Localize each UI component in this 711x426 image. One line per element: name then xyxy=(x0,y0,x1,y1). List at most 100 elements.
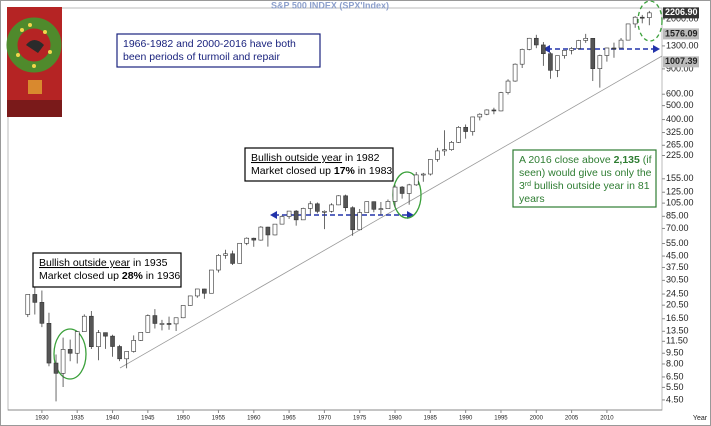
candle-body xyxy=(265,226,271,236)
x-tick-label: 1935 xyxy=(71,416,85,422)
y-tick-label: 13.50 xyxy=(666,326,689,336)
price-label-box xyxy=(663,28,699,40)
candle-body xyxy=(286,210,292,217)
candle-body xyxy=(639,16,645,19)
candle-body xyxy=(96,332,101,347)
annotation-segment: been periods of turmoil and repair xyxy=(123,51,281,63)
candle-body xyxy=(202,288,207,294)
y-tick-label: 11.50 xyxy=(666,336,688,346)
y-tick-label: 55.00 xyxy=(666,238,689,248)
annotation-segment: Bullish outside year xyxy=(39,257,131,269)
candle-body xyxy=(244,237,250,244)
candle-body xyxy=(46,323,52,364)
candle-body xyxy=(173,317,179,325)
y-tick-label: 265.00 xyxy=(666,140,694,150)
candle-body xyxy=(32,294,38,303)
candle-body xyxy=(519,49,525,65)
candle-body xyxy=(124,351,129,360)
candle-body xyxy=(300,208,306,221)
x-axis-label: Year xyxy=(693,415,708,422)
x-tick-label: 2000 xyxy=(530,416,544,422)
candle-body xyxy=(512,63,518,82)
candle-body xyxy=(618,39,624,49)
candle-body xyxy=(392,186,398,202)
candle-body xyxy=(491,109,497,112)
annotation-segment: bullish outside year in 81 xyxy=(531,180,650,192)
annotation-segment: in 1936 xyxy=(143,270,181,282)
candle-body xyxy=(611,47,617,50)
annotation-segment: 2,135 xyxy=(614,154,640,166)
candle-body xyxy=(413,174,419,186)
candle-body xyxy=(378,208,384,210)
x-tick-label: 1955 xyxy=(212,416,226,422)
y-tick-label: 5.50 xyxy=(666,382,684,392)
candle-body xyxy=(399,186,405,194)
wreath-image xyxy=(6,7,62,117)
candle-body xyxy=(216,255,221,271)
candle-body xyxy=(223,253,228,256)
annotation-text: Market closed up 28% in 1936 xyxy=(39,270,180,282)
candle-body xyxy=(329,204,334,212)
candle-body xyxy=(442,149,447,152)
x-tick-label: 2010 xyxy=(600,416,614,422)
candle-body xyxy=(336,195,341,206)
candle-body xyxy=(110,335,115,347)
candle-body xyxy=(89,315,94,347)
candle-body xyxy=(343,195,348,209)
x-tick-label: 1985 xyxy=(424,416,438,422)
candle-body xyxy=(632,16,638,25)
y-tick-label: 37.50 xyxy=(666,262,689,272)
highlight-circles xyxy=(53,0,663,380)
y-tick-label: 30.50 xyxy=(666,275,689,285)
x-tick-label: 1970 xyxy=(318,416,332,422)
candle-body xyxy=(272,223,278,236)
candle-body xyxy=(237,242,242,264)
price-label: 1007.39 xyxy=(665,56,698,66)
candle-body xyxy=(322,210,327,213)
candle-body xyxy=(307,203,313,209)
candle-body xyxy=(53,362,59,374)
candle-body xyxy=(103,332,108,337)
candle-body xyxy=(590,38,596,69)
candle-body xyxy=(420,173,426,176)
candle-body xyxy=(597,55,603,69)
annotation-segment: 3 xyxy=(519,180,525,192)
candle-body xyxy=(555,55,560,71)
y-tick-label: 225.00 xyxy=(666,150,694,160)
y-tick-label: 900.00 xyxy=(666,63,694,73)
candle-body xyxy=(604,47,610,56)
x-tick-label: 1965 xyxy=(282,416,296,422)
x-tick-label: 1940 xyxy=(106,416,120,422)
chart-title: S&P 500 INDEX (SPX'Index) xyxy=(271,0,389,10)
trend-line xyxy=(119,55,663,369)
candle-body xyxy=(74,331,80,354)
y-tick-label: 70.00 xyxy=(666,223,689,233)
candle-body xyxy=(371,201,377,210)
x-tick-label: 1945 xyxy=(141,416,155,422)
candle-body xyxy=(463,126,468,132)
annotation-box xyxy=(244,147,394,182)
candle-body xyxy=(180,305,186,319)
candle-body xyxy=(406,184,412,194)
annotation-segment: years xyxy=(519,193,545,205)
x-tick-label: 1990 xyxy=(459,416,473,422)
candles xyxy=(25,10,652,402)
y-tick-label: 24.50 xyxy=(666,288,689,298)
annotation-segment: in 1935 xyxy=(130,257,168,269)
candle-body xyxy=(131,340,137,352)
candle-body xyxy=(456,126,461,143)
candle-body xyxy=(166,323,172,325)
y-tick-label: 8.00 xyxy=(666,358,684,368)
candle-body xyxy=(625,23,631,41)
candle-body xyxy=(646,12,652,18)
candle-body xyxy=(39,302,45,324)
y-tick-label: 6.50 xyxy=(666,371,684,381)
candle-body xyxy=(428,159,433,175)
annotation-box xyxy=(32,252,182,288)
annotation-segment: rd xyxy=(525,181,531,188)
candle-body xyxy=(583,38,589,41)
annotation-segment: (if xyxy=(640,154,652,166)
